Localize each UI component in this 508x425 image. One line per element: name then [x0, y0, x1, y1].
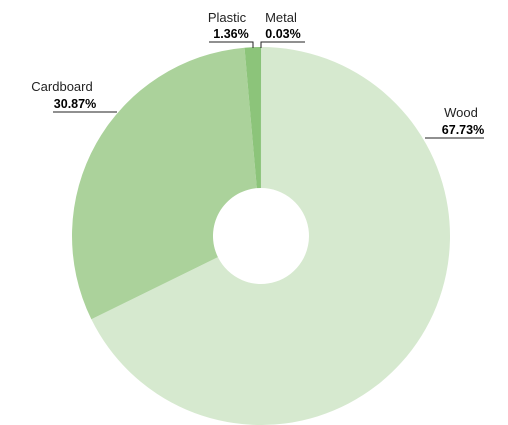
slice-percent-cardboard: 30.87%	[54, 97, 96, 111]
slice-percent-plastic: 1.36%	[213, 27, 248, 41]
slice-label-metal: Metal	[265, 10, 297, 25]
leader-line-plastic	[209, 41, 254, 48]
slice-plastic	[244, 47, 261, 189]
slice-label-cardboard: Cardboard	[31, 79, 92, 94]
slice-wood	[91, 47, 450, 425]
slice-percent-wood: 67.73%	[442, 123, 484, 137]
slices-group	[72, 47, 450, 425]
labels-group: Wood 67.73% Cardboard 30.87% Plastic 1.3…	[31, 10, 484, 139]
slice-label-wood: Wood	[444, 105, 478, 120]
slice-cardboard	[72, 47, 257, 320]
slice-percent-metal: 0.03%	[265, 27, 300, 41]
leader-line-metal	[260, 41, 305, 48]
slice-label-plastic: Plastic	[208, 10, 247, 25]
